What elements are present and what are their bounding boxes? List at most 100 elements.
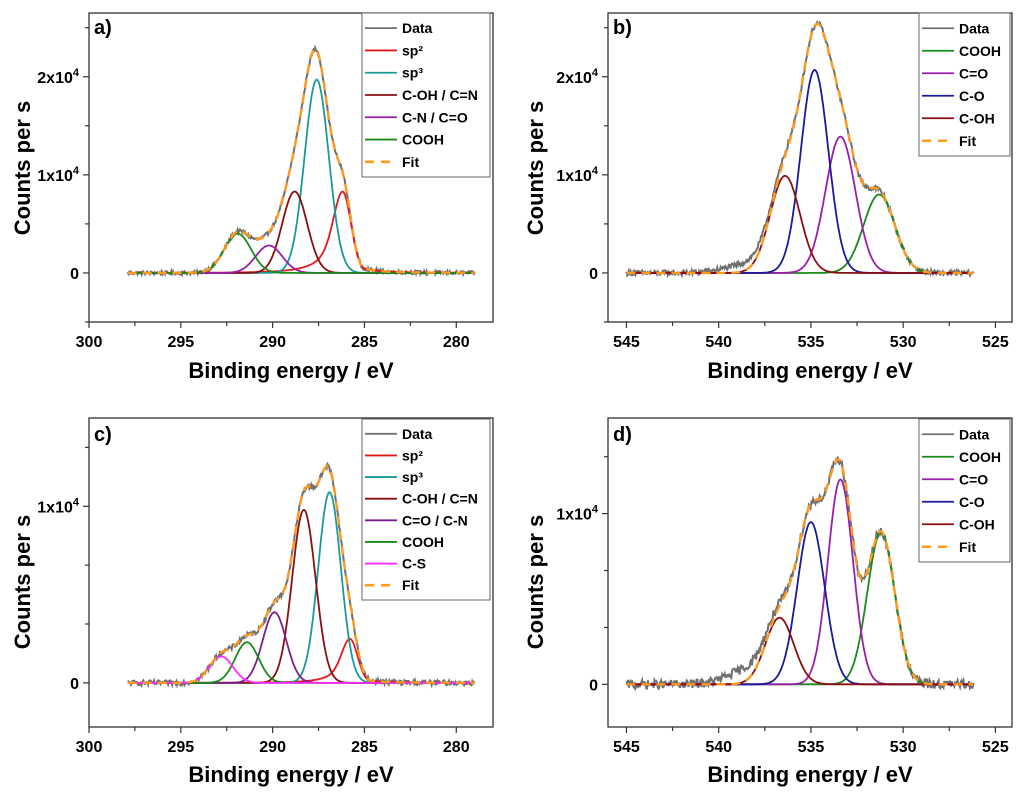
legend-label: Data xyxy=(402,20,433,36)
x-tick-label: 290 xyxy=(259,334,286,351)
series-fit xyxy=(626,22,974,275)
legend-item: C-OH / C=N xyxy=(365,491,478,507)
y-tick-label: 2x104 xyxy=(556,67,599,87)
x-tick-label: 545 xyxy=(613,739,640,756)
legend-label: Fit xyxy=(959,133,976,149)
legend-item: sp² xyxy=(365,42,423,58)
legend-item: Data xyxy=(365,426,433,442)
x-tick-label: 540 xyxy=(705,334,732,351)
y-tick-label: 2x104 xyxy=(37,67,80,87)
legend-label: sp³ xyxy=(402,469,423,485)
legend-item: COOH xyxy=(365,132,444,148)
x-tick-label: 530 xyxy=(890,739,917,756)
legend-label: C-S xyxy=(402,556,426,572)
legend-item: Fit xyxy=(922,539,976,555)
curves xyxy=(127,461,475,689)
panel-label: a) xyxy=(94,17,112,39)
legend-item: C-OH xyxy=(922,516,995,532)
y-tick-label: 1x104 xyxy=(556,165,599,185)
y-tick-mantissa: 2x10 xyxy=(556,70,592,87)
series-fit xyxy=(626,457,974,686)
legend-label: sp² xyxy=(402,447,423,463)
legend: Data sp² sp³ C-OH / C=N C-N / C=O COOH Fit xyxy=(361,12,491,178)
panel-label: c) xyxy=(94,424,112,446)
legend: Data COOH C=O C-O C-OH Fit xyxy=(918,12,1011,157)
legend-item: Fit xyxy=(922,133,976,149)
plot-frame xyxy=(88,12,494,323)
y-tick-exponent: 4 xyxy=(73,496,80,508)
y-tick-label: 0 xyxy=(589,677,598,694)
legend-item: COOH xyxy=(365,534,444,550)
legend-item: Data xyxy=(365,20,433,36)
x-tick-label: 285 xyxy=(351,334,378,351)
legend-label: Fit xyxy=(402,154,419,170)
y-tick-label: 1x104 xyxy=(37,165,80,185)
plot-area: 545 540 535 530 525 0 1x104 xyxy=(556,417,1013,756)
legend-label: Data xyxy=(402,426,433,442)
y-tick-mantissa: 1x10 xyxy=(37,168,73,185)
y-tick-label: 1x104 xyxy=(556,504,599,524)
legend-item: COOH xyxy=(922,449,1001,465)
y-tick-label: 0 xyxy=(589,266,598,283)
legend-label: Data xyxy=(959,426,990,442)
x-tick-label: 285 xyxy=(351,739,378,756)
curves xyxy=(625,19,975,279)
x-tick-label: 535 xyxy=(798,739,825,756)
series-component-c-oh-c-n xyxy=(127,190,475,274)
series-fit xyxy=(127,464,475,684)
series-fit xyxy=(127,47,475,275)
legend-item: sp² xyxy=(365,447,423,463)
legend-label: COOH xyxy=(959,449,1001,465)
legend-label: C=O xyxy=(959,65,988,81)
x-tick-label: 300 xyxy=(76,334,103,351)
y-axis-label: Counts per s xyxy=(10,515,35,649)
legend-label: C-N / C=O xyxy=(402,109,468,125)
y-tick-mantissa: 1x10 xyxy=(37,499,73,516)
panel-d: 545 540 535 530 525 0 1x104 d) Binding energy … xyxy=(523,417,1013,787)
y-tick-label: 0 xyxy=(70,676,79,693)
x-axis: 300 295 290 285 280 xyxy=(76,727,470,756)
plot-frame xyxy=(607,12,1013,323)
x-tick-label: 295 xyxy=(167,334,194,351)
x-axis-label: Binding energy / eV xyxy=(707,762,913,787)
y-axis-label: Counts per s xyxy=(10,101,35,235)
series-component-c-o-c-n xyxy=(127,611,475,684)
legend-label: sp³ xyxy=(402,65,423,81)
curves xyxy=(625,456,975,692)
y-tick-exponent: 4 xyxy=(592,504,599,516)
legend-label: C=O / C-N xyxy=(402,512,468,528)
legend-label: C=O xyxy=(959,471,988,487)
x-tick-label: 525 xyxy=(982,739,1009,756)
legend-box xyxy=(918,12,1011,157)
y-tick-exponent: 4 xyxy=(73,67,80,79)
panel-label: b) xyxy=(613,17,632,39)
x-axis-label: Binding energy / eV xyxy=(707,358,913,383)
legend-label: C-OH xyxy=(959,110,995,126)
panel-c: 300 295 290 285 280 0 1x104 c) Binding energy … xyxy=(10,417,494,787)
x-tick-label: 530 xyxy=(890,334,917,351)
legend-item: C-O xyxy=(922,494,985,510)
y-tick-exponent: 4 xyxy=(592,165,599,177)
legend-label: Fit xyxy=(959,539,976,555)
x-tick-label: 295 xyxy=(167,739,194,756)
legend-label: COOH xyxy=(402,132,444,148)
x-tick-label: 300 xyxy=(76,739,103,756)
legend: Data COOH C=O C-O C-OH Fit xyxy=(918,418,1011,563)
x-tick-label: 290 xyxy=(259,739,286,756)
series-component-c-oh xyxy=(626,616,974,686)
series-component-c-s xyxy=(127,655,475,684)
panel-label: d) xyxy=(613,424,632,446)
x-axis: 545 540 535 530 525 xyxy=(613,322,1009,351)
x-axis-label: Binding energy / eV xyxy=(188,762,394,787)
x-tick-label: 280 xyxy=(443,739,470,756)
y-tick-mantissa: 1x10 xyxy=(556,507,592,524)
legend-item: Data xyxy=(922,426,990,442)
y-axis-label: Counts per s xyxy=(523,515,548,649)
legend-item: sp³ xyxy=(365,65,423,81)
legend-label: COOH xyxy=(959,43,1001,59)
legend-label: Data xyxy=(959,20,990,36)
